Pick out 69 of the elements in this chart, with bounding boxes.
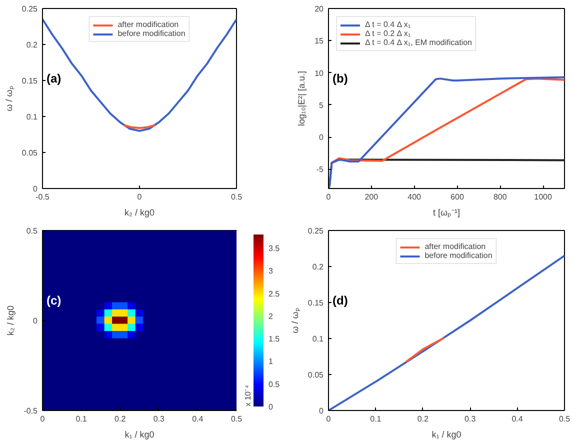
- legend-label: after modification: [118, 20, 179, 29]
- x-tick-label: 0.4: [512, 414, 524, 424]
- legend-label: Δ t = 0.4 Δ x₁, EM modification: [365, 38, 472, 47]
- legend-label: Δ t = 0.2 Δ x₁: [365, 29, 411, 38]
- y-tick-label: 0: [319, 406, 324, 416]
- y-tick-label: 0.1: [26, 112, 38, 122]
- y-tick-label: 20: [314, 4, 324, 14]
- y-tick-label: 15: [314, 36, 324, 46]
- color-bar-label: 3: [268, 266, 274, 276]
- x-tick-label: 0: [326, 414, 332, 424]
- x-tick-label: 0.4: [192, 414, 204, 424]
- color-bar-label: 0.5: [268, 380, 280, 389]
- color-bar-label: 1.5: [268, 334, 280, 344]
- x-axis-title: k₁ / kg0: [432, 430, 462, 440]
- x-axis-title: t [ωₚ⁻¹]: [432, 208, 460, 218]
- x-axis-title: k₂ / kg0: [124, 208, 155, 218]
- color-bar-label: 0: [268, 402, 274, 412]
- y-axis-title: k₂ / kg0: [6, 305, 16, 336]
- x-tick-label: 0: [40, 414, 46, 424]
- x-tick-label: 800: [493, 192, 508, 202]
- x-tick-label: 600: [450, 192, 464, 202]
- y-tick-label: -5: [316, 165, 324, 174]
- x-tick-label: 0.5: [230, 192, 243, 202]
- y-tick-label: 0: [33, 184, 38, 194]
- y-tick-label: 0.15: [22, 76, 38, 86]
- y-tick-label: 0.05: [308, 370, 324, 380]
- color-bar-label: 2: [268, 312, 274, 321]
- y-axis-title: log₁₀|E²| [a.u.]: [296, 71, 307, 126]
- y-tick-label: 0.5: [26, 226, 38, 236]
- x-tick-label: 0.3: [153, 414, 166, 424]
- legend-label: after modification: [424, 242, 486, 251]
- color-bar-label: 3.5: [268, 244, 280, 254]
- x-tick-label: 0.1: [76, 414, 88, 424]
- x-tick-label: 0.2: [417, 414, 430, 424]
- y-tick-label: 5: [319, 100, 324, 110]
- y-tick-label: 0.25: [22, 4, 38, 14]
- legend-label: before modification: [424, 251, 492, 260]
- color-bar-label: 2.5: [268, 289, 280, 298]
- annotation: (a): [46, 72, 62, 86]
- legend-label: before modification: [118, 29, 186, 38]
- y-tick-label: 0.15: [308, 298, 324, 308]
- x-tick-label: 200: [364, 192, 379, 202]
- y-tick-label: 0.05: [22, 148, 38, 158]
- annotation: (c): [46, 294, 62, 308]
- y-tick-label: 10: [314, 68, 324, 78]
- x-tick-label: 0: [137, 192, 142, 202]
- y-axis-title: ω / ωₚ: [4, 86, 15, 112]
- y-tick-label: -0.5: [24, 406, 38, 416]
- color-bar-label: 1: [268, 357, 274, 366]
- x-tick-label: 0: [326, 192, 332, 202]
- legend-label: Δ t = 0.4 Δ x₁: [365, 20, 411, 29]
- color-bar-title: x 10⁻⁴: [244, 384, 252, 406]
- x-tick-label: 0.5: [558, 414, 571, 424]
- y-tick-label: 0: [33, 316, 38, 326]
- x-tick-label: 1000: [534, 192, 552, 202]
- x-tick-label: 0.1: [370, 414, 382, 424]
- x-tick-label: 0.5: [230, 414, 243, 424]
- y-tick-label: 0.1: [312, 334, 324, 344]
- x-tick-label: 400: [408, 192, 422, 202]
- y-tick-label: 0: [319, 133, 324, 142]
- x-axis-title: k₁ / kg0: [124, 430, 154, 440]
- y-tick-label: 0.25: [308, 226, 324, 236]
- annotation: (b): [332, 72, 348, 86]
- x-tick-label: 0.3: [464, 414, 476, 424]
- y-axis-title: ω / ωₚ: [290, 308, 301, 334]
- y-tick-label: 0.2: [26, 40, 38, 50]
- annotation: (d): [332, 294, 348, 308]
- y-tick-label: 0.2: [312, 262, 324, 272]
- x-tick-label: 0.2: [114, 414, 126, 424]
